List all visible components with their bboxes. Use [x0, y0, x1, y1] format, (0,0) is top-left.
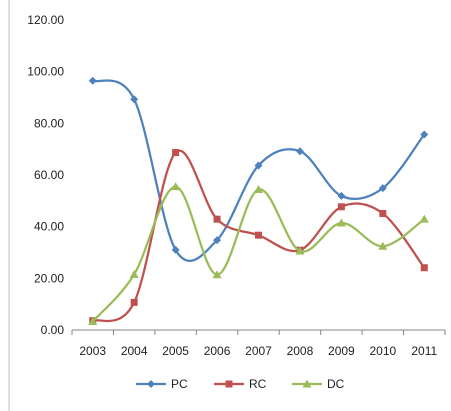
data-point-dc: [419, 214, 429, 223]
series-pc: [88, 76, 429, 263]
legend-item-rc: RC: [214, 377, 267, 391]
data-point-pc: [88, 76, 97, 85]
data-point-dc: [129, 269, 139, 278]
legend-label: DC: [327, 377, 345, 391]
data-point-rc: [255, 231, 262, 239]
data-point-pc: [378, 184, 387, 193]
legend-label: PC: [171, 377, 188, 391]
data-point-rc: [172, 149, 180, 157]
x-tick-label: 2009: [328, 344, 355, 358]
series-layer: [88, 76, 429, 325]
legend-marker: [225, 380, 233, 388]
data-point-rc: [379, 209, 387, 217]
x-axis: 2003 2004 2005 2006 2007 2008 2009 2010 2011: [71, 329, 446, 358]
data-point-rc: [130, 298, 138, 306]
legend-item-dc: DC: [292, 377, 345, 391]
x-tick-label: 2003: [79, 344, 106, 358]
series-dc: [88, 182, 429, 325]
data-point-pc: [295, 147, 304, 156]
x-tick-label: 2005: [162, 344, 189, 358]
data-point-dc: [171, 182, 181, 191]
y-tick-label: 80.00: [34, 116, 64, 130]
series-line-dc: [91, 185, 425, 323]
x-tick-label: 2008: [287, 344, 314, 358]
x-tick-label: 2004: [121, 344, 148, 358]
data-point-rc: [420, 264, 428, 272]
data-point-dc: [336, 218, 346, 227]
data-point-dc: [378, 241, 388, 250]
y-tick-label: 60.00: [34, 168, 64, 182]
data-point-pc: [420, 130, 429, 139]
x-tick-label: 2006: [204, 344, 231, 358]
data-point-pc: [337, 191, 346, 200]
data-point-rc: [213, 215, 221, 223]
y-tick-label: 120.00: [27, 13, 64, 27]
data-point-pc: [254, 161, 263, 170]
data-point-rc: [337, 203, 345, 211]
series-line-rc: [92, 149, 426, 323]
legend-marker: [302, 379, 312, 388]
legend-item-pc: PC: [136, 377, 188, 391]
legend: PC RC DC: [136, 377, 345, 391]
data-point-dc: [88, 316, 98, 325]
series-line-pc: [92, 79, 426, 263]
y-tick-label: 100.00: [27, 65, 64, 79]
y-tick-label: 40.00: [34, 220, 64, 234]
data-point-dc: [254, 184, 263, 193]
data-point-dc: [295, 246, 305, 255]
x-tick-label: 2010: [369, 344, 396, 358]
y-tick-label: 20.00: [34, 271, 64, 285]
data-point-pc: [130, 95, 139, 104]
x-tick-label: 2011: [411, 344, 437, 358]
y-tick-label: 0.00: [41, 323, 65, 337]
data-point-pc: [171, 245, 180, 254]
x-tick-label: 2007: [245, 344, 272, 358]
y-axis: 0.00 20.00 40.00 60.00 80.00 100.00 120.00: [27, 13, 64, 337]
legend-label: RC: [249, 377, 267, 391]
data-point-pc: [213, 236, 222, 245]
legend-marker: [147, 380, 155, 388]
data-point-dc: [212, 270, 222, 279]
